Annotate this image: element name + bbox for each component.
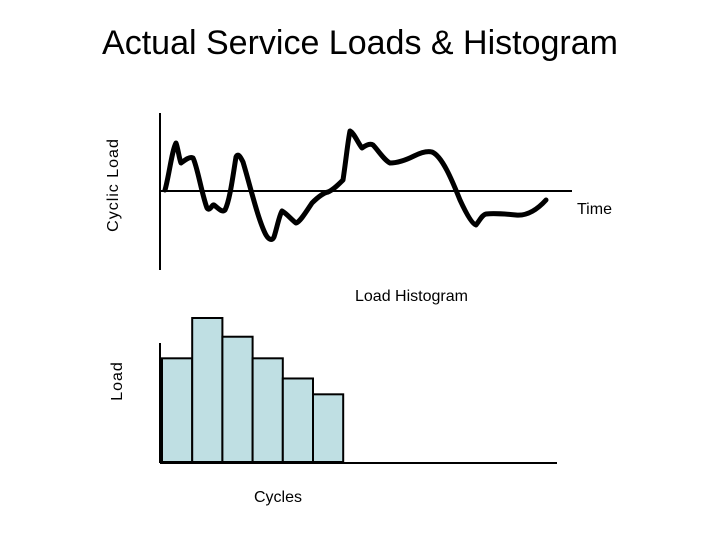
histogram-bar-6 [312, 393, 345, 464]
cycles-axis-label: Cycles [254, 489, 303, 506]
histogram-bar-3 [221, 335, 254, 463]
histogram-title: Load Histogram [355, 288, 468, 305]
histogram-bars [161, 317, 345, 464]
page-title: Actual Service Loads & Histogram [102, 24, 618, 62]
time-axis-label: Time [577, 201, 612, 218]
histogram-bar-5 [281, 377, 314, 464]
cyclic-load-waveform [162, 128, 549, 242]
histogram-bar-4 [251, 357, 284, 464]
histogram-bar-2 [191, 317, 224, 463]
histogram-bar-1 [161, 357, 194, 464]
